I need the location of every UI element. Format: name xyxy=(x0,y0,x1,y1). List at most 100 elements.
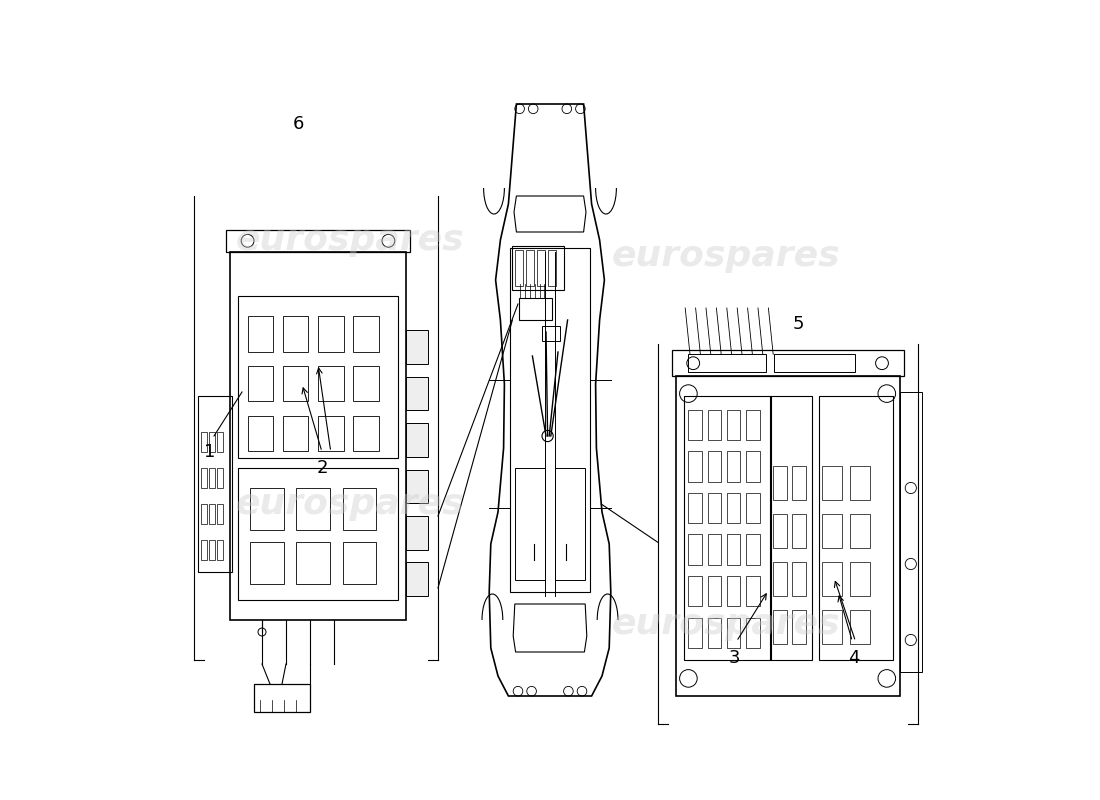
Bar xyxy=(406,470,428,503)
Bar xyxy=(746,451,760,482)
Bar xyxy=(250,542,284,584)
Bar xyxy=(406,423,428,457)
Bar xyxy=(217,432,223,452)
Bar xyxy=(201,432,207,452)
Bar xyxy=(549,250,557,286)
Bar xyxy=(283,415,308,450)
Bar xyxy=(248,316,273,351)
Bar xyxy=(515,468,546,580)
Bar xyxy=(230,252,406,620)
Bar xyxy=(238,296,398,458)
Bar xyxy=(689,451,702,482)
Bar xyxy=(746,493,760,523)
Bar xyxy=(820,396,893,660)
Bar xyxy=(675,376,900,696)
Bar xyxy=(746,618,760,648)
Bar xyxy=(515,250,522,286)
Bar xyxy=(849,466,869,500)
Bar xyxy=(849,610,869,644)
Bar xyxy=(513,246,564,290)
Bar xyxy=(823,610,843,644)
Text: eurospares: eurospares xyxy=(235,487,464,521)
Bar xyxy=(343,488,376,530)
Bar xyxy=(526,250,534,286)
Bar xyxy=(217,468,223,488)
Bar xyxy=(727,451,740,482)
Bar xyxy=(248,366,273,401)
Bar xyxy=(296,542,330,584)
Bar xyxy=(353,415,378,450)
Bar xyxy=(689,493,702,523)
Text: 2: 2 xyxy=(317,459,328,477)
Bar xyxy=(209,540,214,560)
Bar xyxy=(688,354,766,372)
Bar xyxy=(773,514,786,548)
Bar xyxy=(746,410,760,440)
Bar xyxy=(406,562,428,596)
Bar xyxy=(823,514,843,548)
Text: 1: 1 xyxy=(205,443,216,461)
Bar xyxy=(248,415,273,450)
Bar xyxy=(727,618,740,648)
Circle shape xyxy=(542,430,553,442)
Bar xyxy=(217,504,223,524)
Text: 4: 4 xyxy=(848,649,860,666)
Bar xyxy=(689,576,702,606)
Bar xyxy=(283,366,308,401)
Text: eurospares: eurospares xyxy=(612,239,840,273)
Bar xyxy=(746,534,760,565)
Bar xyxy=(343,542,376,584)
Bar xyxy=(774,354,855,372)
Bar xyxy=(406,330,428,364)
Bar xyxy=(296,488,330,530)
Bar xyxy=(353,316,378,351)
Bar xyxy=(318,415,343,450)
Bar xyxy=(689,410,702,440)
Bar xyxy=(209,468,214,488)
Bar xyxy=(537,250,546,286)
Bar xyxy=(254,684,310,712)
Bar xyxy=(727,410,740,440)
Bar xyxy=(707,493,722,523)
Bar xyxy=(689,618,702,648)
Bar xyxy=(406,516,428,550)
Bar xyxy=(727,534,740,565)
Text: 5: 5 xyxy=(792,315,804,333)
Bar xyxy=(900,392,922,672)
Bar xyxy=(672,350,903,376)
Bar xyxy=(689,534,702,565)
Bar xyxy=(849,562,869,596)
Text: 6: 6 xyxy=(293,115,304,133)
Bar xyxy=(707,618,722,648)
Bar xyxy=(792,466,806,500)
Bar xyxy=(773,610,786,644)
Bar xyxy=(283,316,308,351)
Bar xyxy=(707,410,722,440)
Bar xyxy=(773,466,786,500)
Bar xyxy=(318,316,343,351)
Bar xyxy=(226,230,410,252)
Bar xyxy=(201,468,207,488)
Bar xyxy=(353,366,378,401)
Bar xyxy=(683,396,771,660)
Text: eurospares: eurospares xyxy=(612,607,840,641)
Bar xyxy=(542,326,560,341)
Bar xyxy=(554,468,585,580)
Bar xyxy=(792,562,806,596)
Bar xyxy=(823,466,843,500)
Bar xyxy=(727,576,740,606)
Bar xyxy=(198,396,232,572)
Bar xyxy=(773,562,786,596)
Bar xyxy=(201,504,207,524)
Bar xyxy=(823,562,843,596)
Bar xyxy=(707,451,722,482)
Bar xyxy=(201,540,207,560)
Bar xyxy=(510,248,590,592)
Bar xyxy=(727,493,740,523)
Bar xyxy=(746,576,760,606)
Bar xyxy=(707,534,722,565)
Bar xyxy=(217,540,223,560)
Bar xyxy=(238,467,398,600)
Bar xyxy=(209,432,214,452)
Bar xyxy=(519,298,552,320)
